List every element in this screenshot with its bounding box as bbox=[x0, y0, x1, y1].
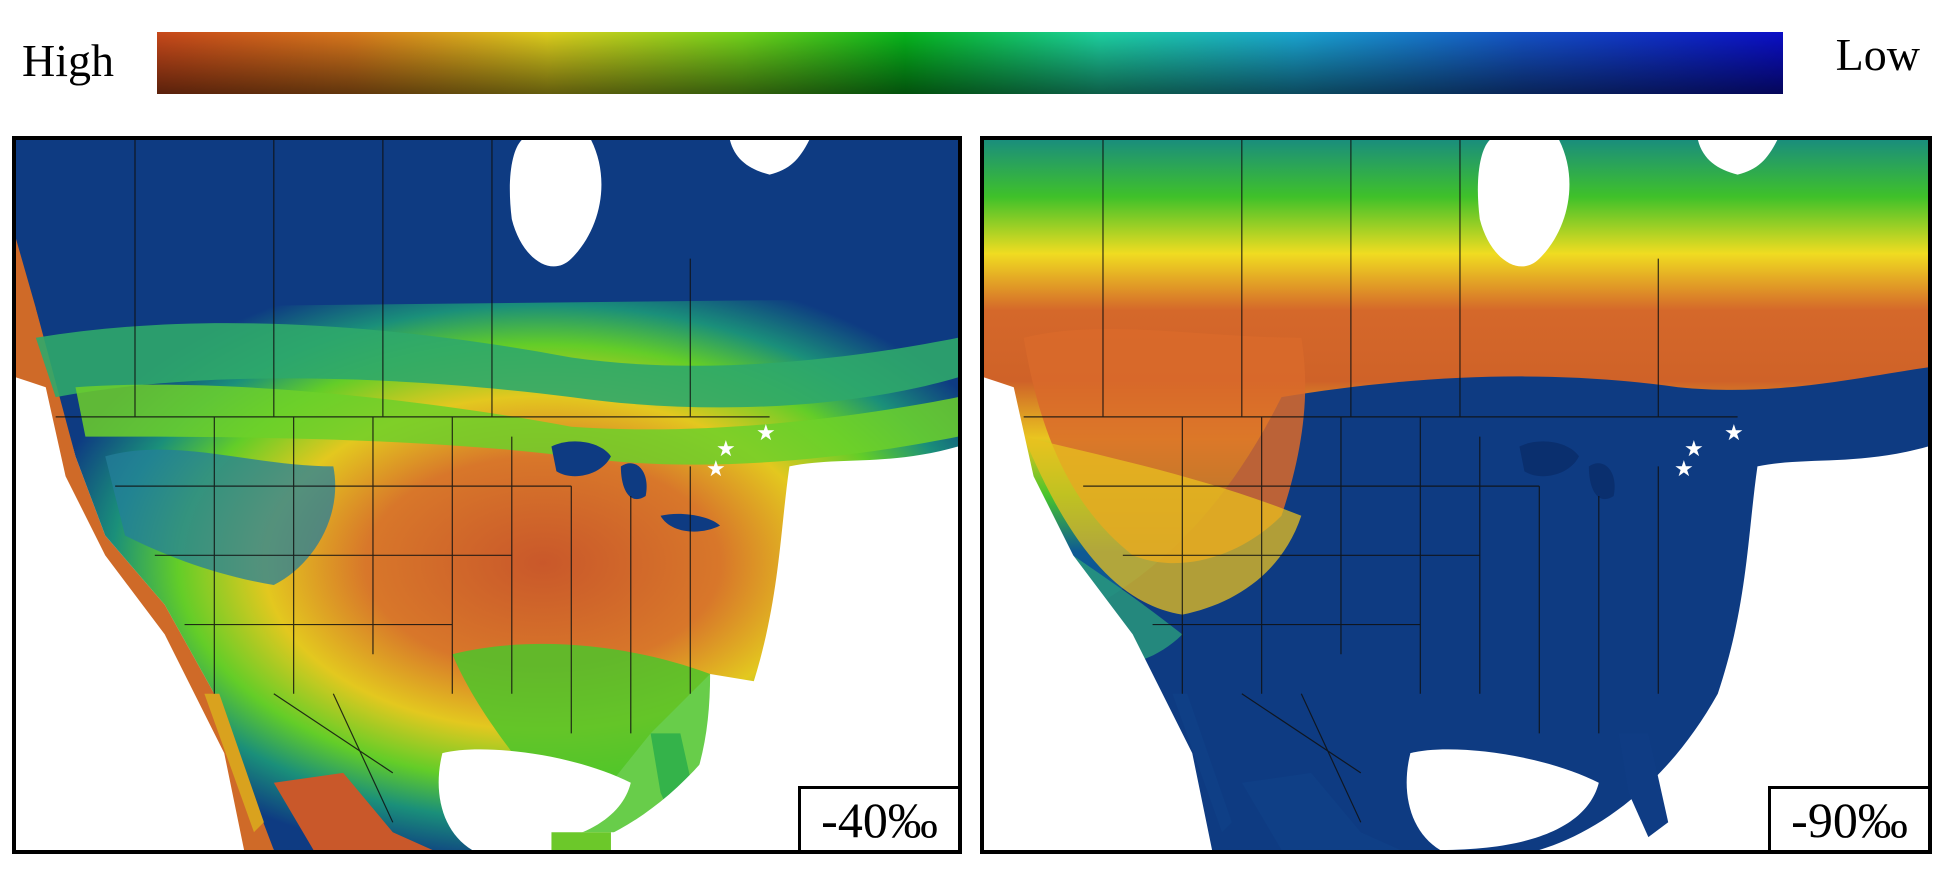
marker-star-2: ★ bbox=[1724, 420, 1744, 445]
marker-star-3: ★ bbox=[706, 456, 726, 481]
legend-low-label: Low bbox=[1835, 29, 1920, 80]
panel-label-left: -40‰ bbox=[798, 786, 958, 850]
marker-star-1: ★ bbox=[716, 436, 736, 461]
marker-star-3: ★ bbox=[1674, 456, 1694, 481]
marker-star-1: ★ bbox=[1684, 436, 1704, 461]
map-north-america-right bbox=[984, 140, 1928, 850]
panel-label-right: -90‰ bbox=[1768, 786, 1928, 850]
marker-star-2: ★ bbox=[756, 420, 776, 445]
map-north-america-left bbox=[16, 140, 958, 850]
legend-high-label: High bbox=[22, 35, 114, 86]
map-panel-right: ★ ★ ★ -90‰ bbox=[980, 136, 1932, 854]
legend-color-bar bbox=[157, 32, 1783, 94]
map-panel-left: ★ ★ ★ -40‰ bbox=[12, 136, 962, 854]
